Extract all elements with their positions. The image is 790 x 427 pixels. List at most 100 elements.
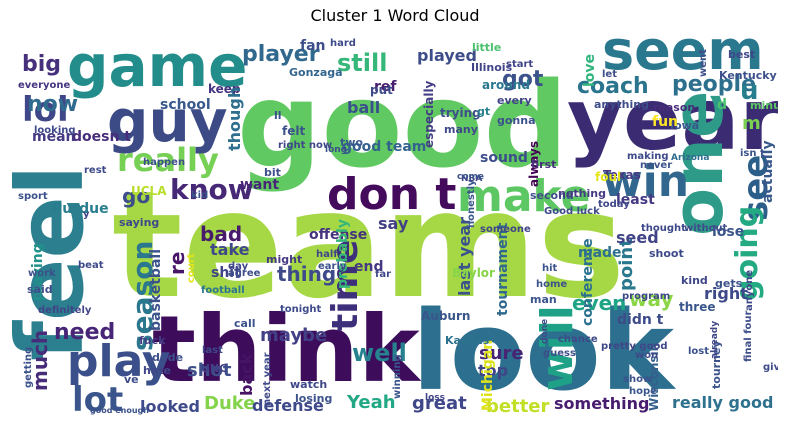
word-ucla: UCLA <box>131 184 167 198</box>
word-gets: gets <box>715 277 743 290</box>
word-sound: sound <box>480 150 528 166</box>
word-yeah: Yeah <box>346 392 396 413</box>
word-top: top <box>478 361 508 380</box>
word-two: two <box>340 136 363 149</box>
word-dude: dude <box>152 351 183 364</box>
word-going: going <box>730 206 765 301</box>
word-will: will <box>532 305 583 391</box>
word-best: best <box>728 48 755 61</box>
word-m: m <box>742 113 761 134</box>
word-maybe: maybe <box>260 325 327 346</box>
word-work: work <box>28 268 56 279</box>
word-won: won <box>635 350 658 361</box>
word-better: better <box>486 396 550 416</box>
word-said: said <box>27 283 53 296</box>
word-bit: bit <box>264 166 281 179</box>
word-baylor: Baylor <box>452 266 495 280</box>
word-shot: shot <box>187 360 232 381</box>
word-unc: UNC <box>201 362 227 375</box>
word-good-enough: good enough <box>90 406 149 415</box>
word-show: show <box>623 374 652 385</box>
word-lose: lose <box>712 224 744 240</box>
word-game: game <box>67 32 247 100</box>
word-looking: looking <box>34 125 76 136</box>
word-last-year: last year <box>455 217 474 296</box>
word-chance: chance <box>558 334 598 345</box>
word-great: great <box>412 393 467 414</box>
word-doesn-t: doesn t <box>72 129 131 145</box>
word-good-team: good team <box>342 139 426 155</box>
word-everyone: everyone <box>18 80 71 91</box>
word-half: half <box>316 249 338 260</box>
word-go: go <box>122 184 150 208</box>
word-still: still <box>337 49 387 77</box>
word-gonzaga: Gonzaga <box>289 66 343 79</box>
word-hate: hate <box>143 364 171 377</box>
word-kentucky: Kentucky <box>719 69 777 82</box>
word-lot: lot <box>72 380 123 416</box>
word-hope: hope <box>629 386 657 397</box>
word-feel: feel <box>12 165 104 361</box>
word-player: player <box>242 42 320 67</box>
word-might: might <box>266 253 302 266</box>
word-end: end <box>354 259 383 275</box>
word-ll: ll <box>274 109 282 122</box>
word-first: first <box>531 158 556 171</box>
word-agree: agree <box>228 268 261 279</box>
word-every: every <box>497 94 532 107</box>
word-didn-t: didn t <box>617 312 664 328</box>
word-making: making <box>627 151 669 162</box>
word-looked: looked <box>140 397 200 416</box>
word-keep: keep <box>208 82 241 96</box>
word-winning: winning <box>392 354 403 399</box>
word-football: football <box>201 285 245 296</box>
word-today: today <box>598 199 630 210</box>
word-honestly: honestly <box>466 179 477 228</box>
word-hard: hard <box>330 38 356 49</box>
word-mean: mean <box>32 129 76 145</box>
word-always: always <box>527 141 541 187</box>
word-tourney: tourney <box>710 340 723 389</box>
word-sure: sure <box>479 343 524 364</box>
word-program: program <box>622 291 670 302</box>
chart-title: Cluster 1 Word Cloud <box>310 6 480 25</box>
word-lost: lost <box>688 346 709 357</box>
word-actually: actually <box>760 140 776 203</box>
word-watch: watch <box>290 378 327 391</box>
word-basketball: basketball <box>148 249 164 331</box>
word-thought: thought <box>641 223 686 234</box>
word-guess: guess <box>543 348 576 359</box>
word-kind: kind <box>681 274 708 287</box>
word-anyone: anyone <box>744 270 755 311</box>
word-teams: teams <box>112 159 625 331</box>
word-give: give <box>763 362 778 373</box>
word-think: think <box>152 296 422 403</box>
word-start: start <box>506 59 533 70</box>
word-school: school <box>160 97 211 113</box>
word-minute: minute <box>750 99 778 112</box>
word-already: already <box>710 321 720 359</box>
word-fun: fun <box>652 114 678 130</box>
word-texas: Texas <box>603 168 641 182</box>
word-last: last <box>202 345 223 356</box>
word-day: day <box>228 261 249 272</box>
word-really-good: really good <box>672 393 773 412</box>
word-look: look <box>412 287 677 415</box>
word-foul: foul <box>595 170 621 184</box>
word-losing: losing <box>295 392 332 405</box>
word-people: people <box>672 72 756 97</box>
word-right: right <box>704 284 748 303</box>
word-tournament: tournament <box>495 222 511 316</box>
word-big: big <box>22 52 61 77</box>
word-see: see <box>736 155 776 221</box>
word-pretty-good: pretty good <box>601 341 668 352</box>
word-way: way <box>629 287 673 311</box>
word-nba: NBA <box>461 174 482 184</box>
word-thing: thing <box>277 262 336 286</box>
word-d: d <box>717 97 727 113</box>
word-three: three <box>679 300 715 314</box>
word-y: y <box>83 209 90 220</box>
word-least: least <box>616 192 655 208</box>
word-rest: rest <box>84 165 107 176</box>
word-though: though <box>225 87 244 151</box>
